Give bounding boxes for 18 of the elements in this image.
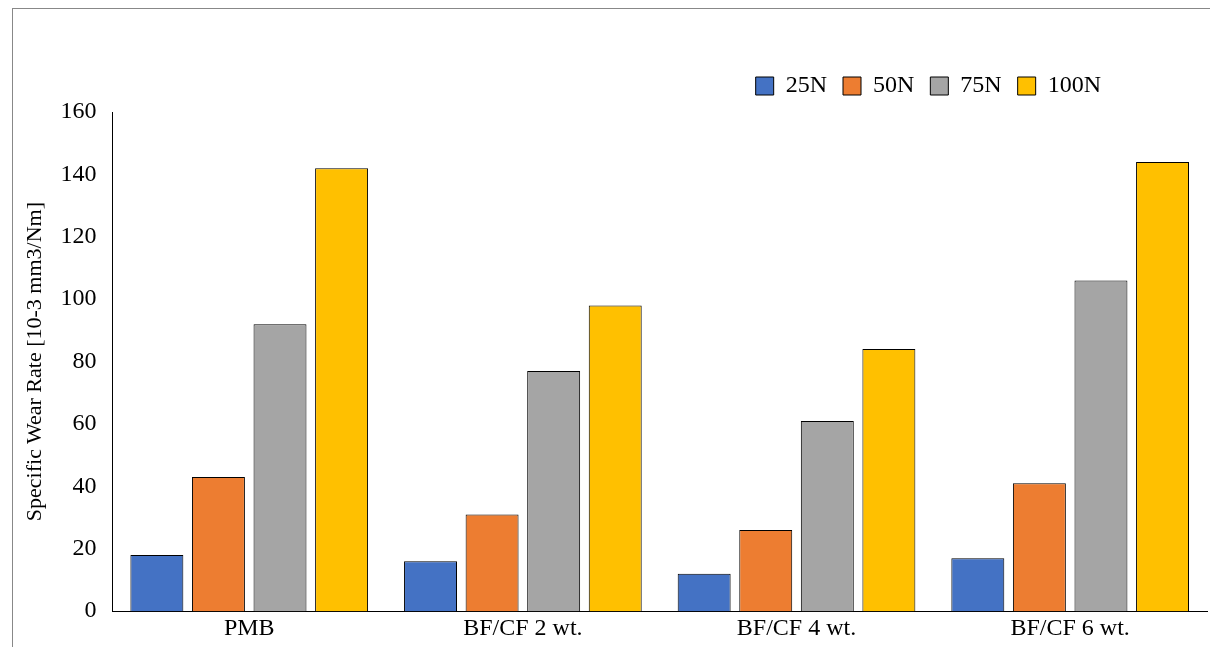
legend-label: 50N [873,71,915,98]
y-tick-label: 20 [72,534,97,561]
x-tick-label: BF/CF 4 wt. [736,613,857,640]
x-tick-label: PMB [223,613,275,640]
y-tick-label: 80 [72,346,97,373]
x-tick-label: BF/CF 2 wt. [463,613,583,640]
y-tick-label: 0 [84,596,97,623]
legend-label: 100N [1047,71,1102,98]
y-tick-label: 160 [60,97,97,124]
legend-label: 75N [960,71,1002,98]
y-tick-label: 140 [60,159,97,186]
legend-label: 25N [785,71,828,98]
x-tick-label: BF/CF 6 wt. [1010,613,1130,640]
y-tick-label: 100 [60,284,97,311]
y-tick-label: 40 [72,471,97,498]
y-axis-title: Specific Wear Rate [10-3 mm3/Nm] [20,202,46,522]
y-tick-label: 60 [72,409,97,436]
y-tick-label: 120 [60,222,97,249]
